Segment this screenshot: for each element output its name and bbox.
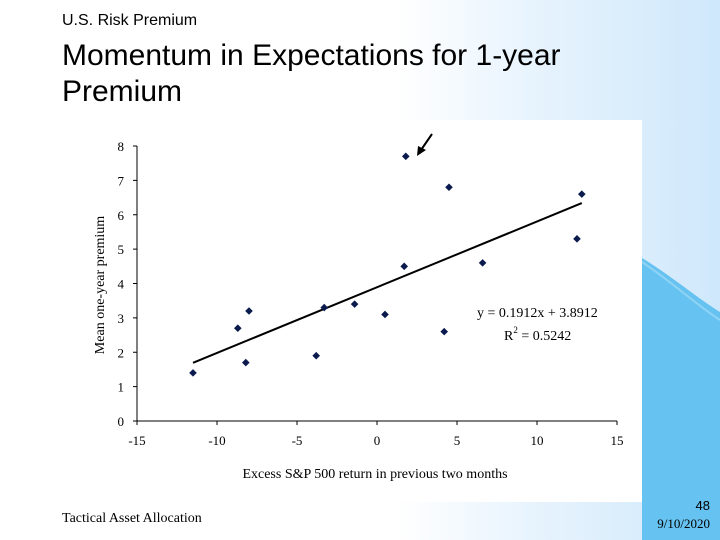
annotation-arrow (417, 133, 433, 156)
wave-highlight (641, 261, 720, 321)
y-tick-label: 2 (118, 345, 125, 360)
y-tick-label: 7 (118, 173, 125, 188)
slide-title: Momentum in Expectations for 1-year Prem… (62, 39, 561, 108)
slide-date: 9/10/2020 (657, 516, 710, 531)
data-point (320, 303, 328, 312)
data-point (402, 152, 410, 161)
r-squared-r: R (504, 329, 514, 344)
data-point (350, 300, 359, 308)
y-tick-label: 0 (118, 414, 125, 429)
x-tick-label: 5 (454, 433, 461, 448)
y-tick-label: 8 (118, 139, 125, 154)
y-tick-label: 5 (118, 242, 125, 257)
data-point (578, 190, 586, 198)
r-squared-label: R2 = 0.5242 (504, 325, 571, 344)
chart-panel: -15 -10 -5 0 5 10 15 0 1 2 3 4 5 6 7 8 Excess S&P 500 r… (60, 120, 642, 502)
trendline-group (192, 202, 583, 364)
data-point (245, 307, 253, 315)
footer-text: Tactical Asset Allocation (62, 511, 202, 526)
y-tick-label: 4 (118, 277, 125, 292)
wave-shape (642, 258, 720, 540)
x-tick-label: 15 (611, 433, 624, 448)
r-squared-value: = 0.5242 (518, 329, 571, 344)
x-tick-label: -5 (292, 433, 303, 448)
x-tick-label: -15 (128, 433, 145, 448)
data-point (189, 369, 197, 377)
x-tick-label: 10 (531, 433, 544, 448)
x-tick-label: 0 (374, 433, 381, 448)
y-tick-label: 3 (118, 311, 125, 326)
data-point (573, 235, 581, 243)
data-point (312, 351, 320, 360)
data-point (400, 262, 408, 271)
data-point (445, 183, 453, 192)
r-squared-exponent: 2 (513, 325, 518, 335)
y-tick-label: 6 (118, 208, 125, 223)
chart-ticks: -15 -10 -5 0 5 10 15 0 1 2 3 4 5 6 7 8 (118, 139, 624, 448)
y-tick-label: 1 (118, 380, 125, 395)
trendline (192, 202, 583, 364)
data-point (440, 327, 448, 336)
page-number: 48 (695, 498, 710, 513)
data-point (234, 324, 242, 332)
data-points (189, 152, 586, 377)
arrow-head (417, 146, 426, 156)
slide-subtitle: U.S. Risk Premium (62, 12, 198, 29)
x-tick-label: -10 (208, 433, 225, 448)
data-point (478, 259, 487, 267)
arrow-shaft (420, 133, 433, 151)
chart-axes (136, 146, 617, 422)
y-axis-title: Mean one-year premium (93, 216, 108, 354)
regression-equation: y = 0.1912x + 3.8912 (477, 306, 598, 321)
data-point (381, 310, 389, 319)
x-axis-title: Excess S&P 500 return in previous two mo… (242, 467, 507, 482)
scatter-chart: -15 -10 -5 0 5 10 15 0 1 2 3 4 5 6 7 8 Excess S&P 500 r… (93, 133, 624, 482)
data-point (242, 358, 250, 367)
